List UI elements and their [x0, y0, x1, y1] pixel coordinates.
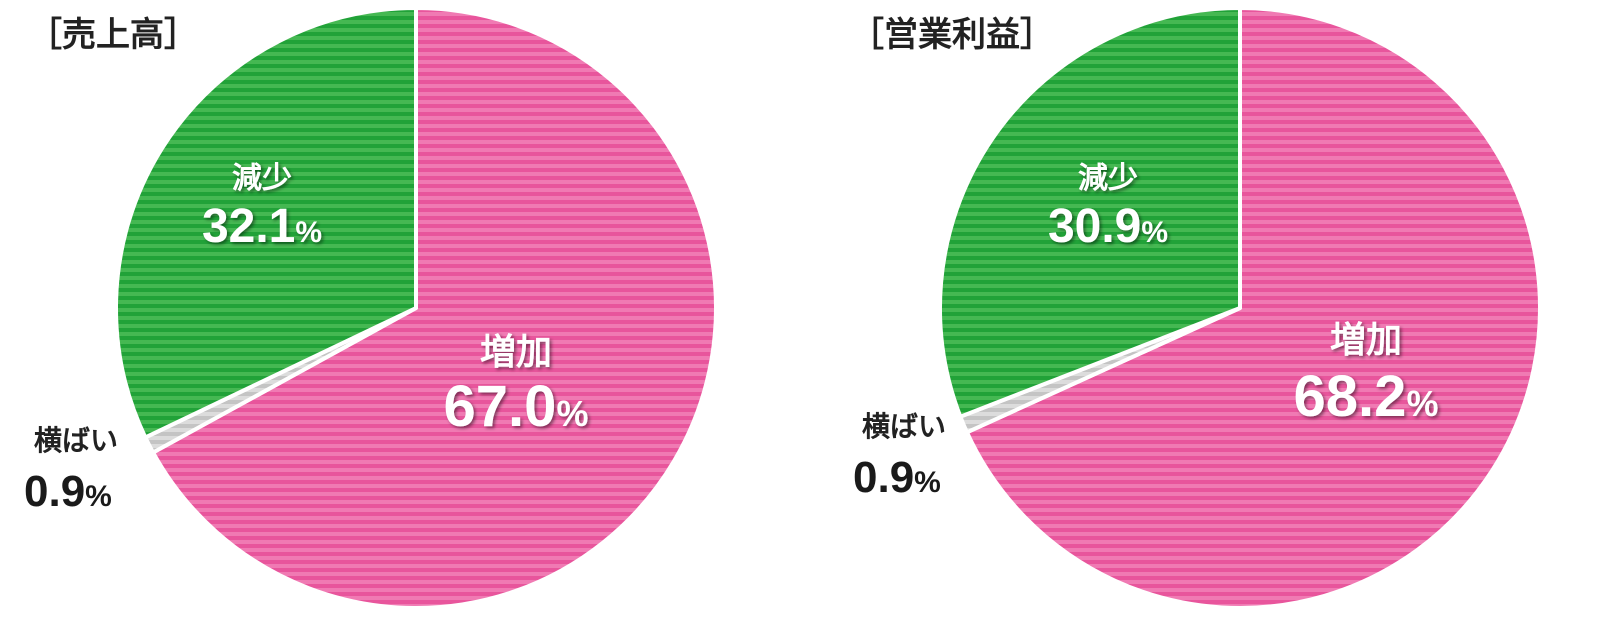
- chart-sales: ［売上高］ 減少 32.1% 増加 67.0% 横ばい 0.9%: [24, 6, 718, 610]
- slice-increase: [151, 6, 718, 610]
- slice-decrease: [114, 6, 418, 440]
- chart-title-sales: ［売上高］: [28, 15, 198, 55]
- slice-value-decrease: 30.9%: [1048, 200, 1168, 253]
- slice-value-decrease: 32.1%: [202, 200, 322, 253]
- slice-decrease: [938, 6, 1242, 419]
- slice-label-flat: 横ばい: [862, 410, 946, 443]
- slice-label-increase: 増加: [1330, 320, 1402, 361]
- slice-label-decrease: 減少: [1078, 161, 1138, 196]
- slice-label-increase: 増加: [480, 332, 552, 373]
- slice-value-flat: 0.9%: [24, 467, 112, 516]
- slice-value-flat: 0.9%: [853, 453, 941, 502]
- slice-increase: [964, 6, 1543, 610]
- pie-slices-operating-profit: [938, 6, 1543, 610]
- slice-value-increase: 68.2%: [1294, 364, 1439, 429]
- slice-label-flat: 横ばい: [34, 424, 118, 457]
- slice-label-decrease: 減少: [232, 161, 292, 196]
- slice-value-increase: 67.0%: [444, 374, 589, 439]
- chart-operating-profit: ［営業利益］ 減少 30.9% 増加 68.2% 横ばい 0.9%: [850, 6, 1543, 610]
- pie-slices-sales: [114, 6, 718, 610]
- chart-title-operating-profit: ［営業利益］: [850, 15, 1054, 55]
